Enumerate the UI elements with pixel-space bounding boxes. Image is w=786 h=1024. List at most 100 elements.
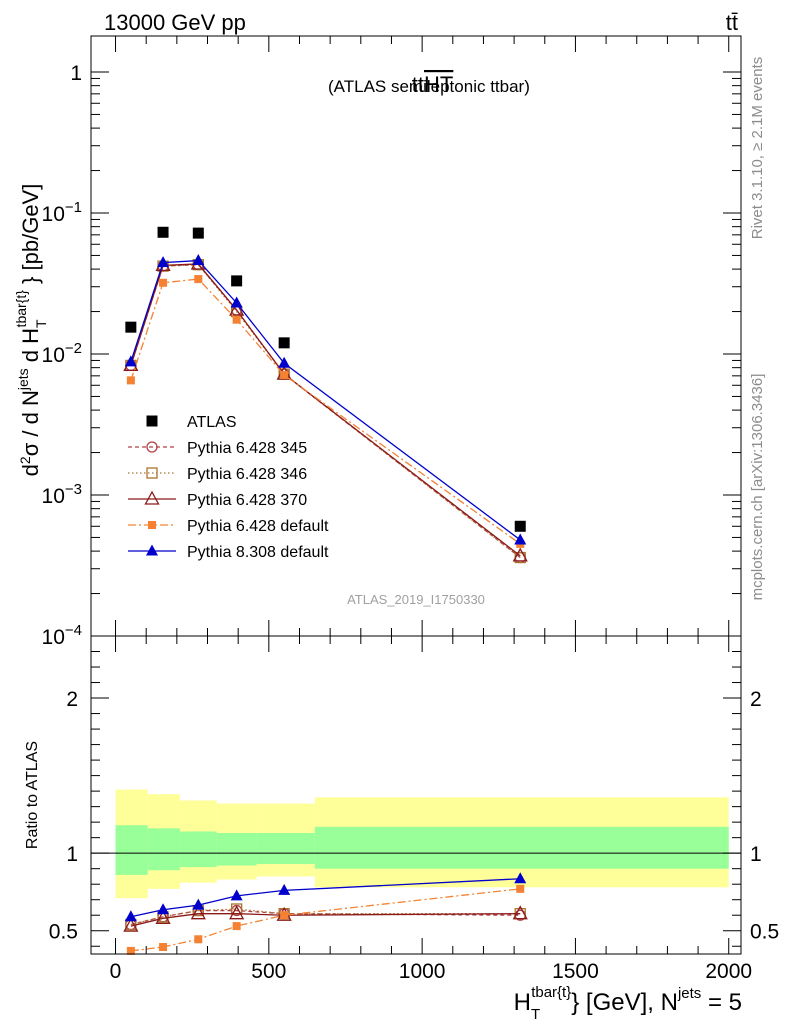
- series-line: [130, 264, 521, 559]
- rivet-version-label: Rivet 3.1.10, ≥ 2.1M events: [749, 57, 766, 240]
- mc-data-point: [192, 254, 205, 266]
- ratio-y-tick-label-left: 2: [66, 688, 78, 711]
- ratio-y-tick-label-left: 0.5: [49, 921, 78, 944]
- uncertainty-band-inner: [256, 833, 315, 865]
- legend-label: Pythia 6.428 default: [187, 518, 329, 535]
- ratio-panel: 0.5 0.5 1 1 2 2 0 500 1000 1500 2000 Ratio to ATLA…: [24, 635, 779, 1023]
- ratio-y-axis-label: Ratio to ATLAS: [24, 741, 41, 849]
- mc-data-point: [232, 922, 241, 931]
- mc-data-point: [146, 544, 158, 556]
- x-tick-label: 1500: [552, 960, 599, 983]
- legend: ATLAS Pythia 6.428 345 Pythia 6.428 346 Pyt…: [128, 414, 329, 561]
- mc-data-point: [146, 441, 158, 453]
- series-5: [124, 254, 527, 545]
- mc-data-point: [190, 905, 206, 920]
- ratio-y-tick-label-right: 1: [750, 843, 762, 866]
- ratio-y-tick-label-right: 2: [750, 688, 762, 711]
- ratio-panel-ticks: [91, 636, 741, 954]
- x-axis-label: HTtbar{t}} [GeV], Njets = 5: [514, 984, 742, 1023]
- mc-data-point: [280, 370, 289, 379]
- mc-data-point: [194, 275, 203, 284]
- ratio-series-3: [126, 884, 525, 955]
- atlas-data-point: [278, 337, 290, 349]
- legend-label: Pythia 6.428 370: [187, 492, 307, 509]
- legend-label: Pythia 8.308 default: [187, 544, 329, 561]
- main-y-axis-label: d2σ / d Njets d HTtbar{t} } [pb/GeV]: [13, 184, 49, 477]
- series-line: [130, 263, 521, 557]
- mc-data-point: [126, 376, 135, 385]
- series-line: [130, 259, 521, 541]
- y-tick-label: 10−2: [42, 340, 82, 367]
- series-line: [130, 264, 521, 559]
- mc-data-point: [514, 533, 527, 545]
- x-tick-label: 500: [251, 960, 286, 983]
- uncertainty-band-inner: [147, 828, 180, 871]
- analysis-watermark: ATLAS_2019_I1750330: [347, 592, 485, 607]
- ratio-panel-frame: [90, 635, 742, 955]
- atlas-data-point: [146, 415, 158, 427]
- header-energy-label: 13000 GeV pp: [104, 10, 246, 35]
- legend-label: Pythia 6.428 345: [187, 440, 307, 457]
- ratio-plot-data: [91, 789, 741, 955]
- atlas-data-point: [125, 321, 137, 333]
- y-tick-label: 10−1: [42, 199, 82, 226]
- y-tick-label: 10−3: [42, 481, 82, 508]
- mc-data-point: [229, 905, 245, 920]
- ratio-series-4: [124, 872, 527, 922]
- svg-text:d2σ / d Njets d HTtbar{t} } [p: d2σ / d Njets d HTtbar{t} } [pb/GeV]: [13, 184, 49, 477]
- mc-data-point: [124, 355, 137, 367]
- main-y-tick-labels: 1 10−1 10−2 10−3 10−4: [42, 62, 82, 649]
- svg-text:HTtbar{t}} [GeV], Njets = 5: HTtbar{t}} [GeV], Njets = 5: [514, 984, 742, 1023]
- mc-data-point: [229, 301, 245, 316]
- atlas-data-point: [514, 520, 526, 532]
- x-tick-label: 2000: [705, 960, 752, 983]
- mc-data-point: [192, 898, 205, 910]
- ratio-line: [130, 913, 521, 927]
- y-tick-label: 1: [70, 62, 82, 85]
- uncertainty-band-inner: [314, 826, 729, 869]
- atlas-data-point: [192, 227, 204, 239]
- atlas-data-point: [157, 226, 169, 238]
- mc-data-point: [123, 917, 139, 932]
- mc-data-point: [230, 296, 243, 308]
- mc-data-point: [155, 909, 171, 924]
- mc-data-point: [232, 315, 241, 324]
- mc-data-point: [124, 910, 137, 922]
- mc-data-point: [230, 889, 243, 901]
- ratio-line: [130, 878, 521, 918]
- legend-label: Pythia 6.428 346: [187, 466, 307, 483]
- ratio-y-tick-label-right: 0.5: [750, 921, 779, 944]
- chart-title-overline: HT: [424, 72, 453, 97]
- mc-data-point: [516, 884, 525, 893]
- series-0: [125, 226, 526, 532]
- header-process-label: tt̄: [726, 10, 738, 35]
- mc-data-point: [146, 467, 158, 479]
- mc-data-point: [159, 943, 168, 952]
- ratio-line: [130, 909, 521, 926]
- main-panel-ticks: [91, 36, 741, 637]
- atlas-data-point: [231, 275, 243, 287]
- mc-data-point: [159, 278, 168, 287]
- ratio-line: [130, 908, 521, 926]
- mc-data-point: [157, 903, 170, 915]
- ratio-tick-labels: 0.5 0.5 1 1 2 2 0 500 1000 1500 2000: [49, 688, 779, 983]
- x-tick-label: 1000: [399, 960, 446, 983]
- mc-data-point: [512, 547, 528, 562]
- ratio-y-tick-label-left: 1: [66, 843, 78, 866]
- mc-data-point: [278, 883, 291, 895]
- x-tick-label: 0: [110, 960, 122, 983]
- mc-data-point: [157, 256, 170, 268]
- mc-data-point: [144, 490, 160, 505]
- ratio-series-0: [125, 904, 526, 931]
- uncertainty-band-inner: [115, 825, 148, 875]
- chart-title: tt: [412, 72, 424, 97]
- mc-data-point: [126, 946, 135, 955]
- mc-data-point: [278, 356, 291, 368]
- chart-subtitle: (ATLAS semileptonic ttbar): [328, 77, 530, 96]
- mc-data-point: [280, 911, 289, 920]
- legend-label: ATLAS: [187, 414, 237, 431]
- uncertainty-band-inner: [216, 833, 257, 866]
- ratio-series-1: [125, 903, 526, 931]
- main-plot-data: [123, 226, 528, 564]
